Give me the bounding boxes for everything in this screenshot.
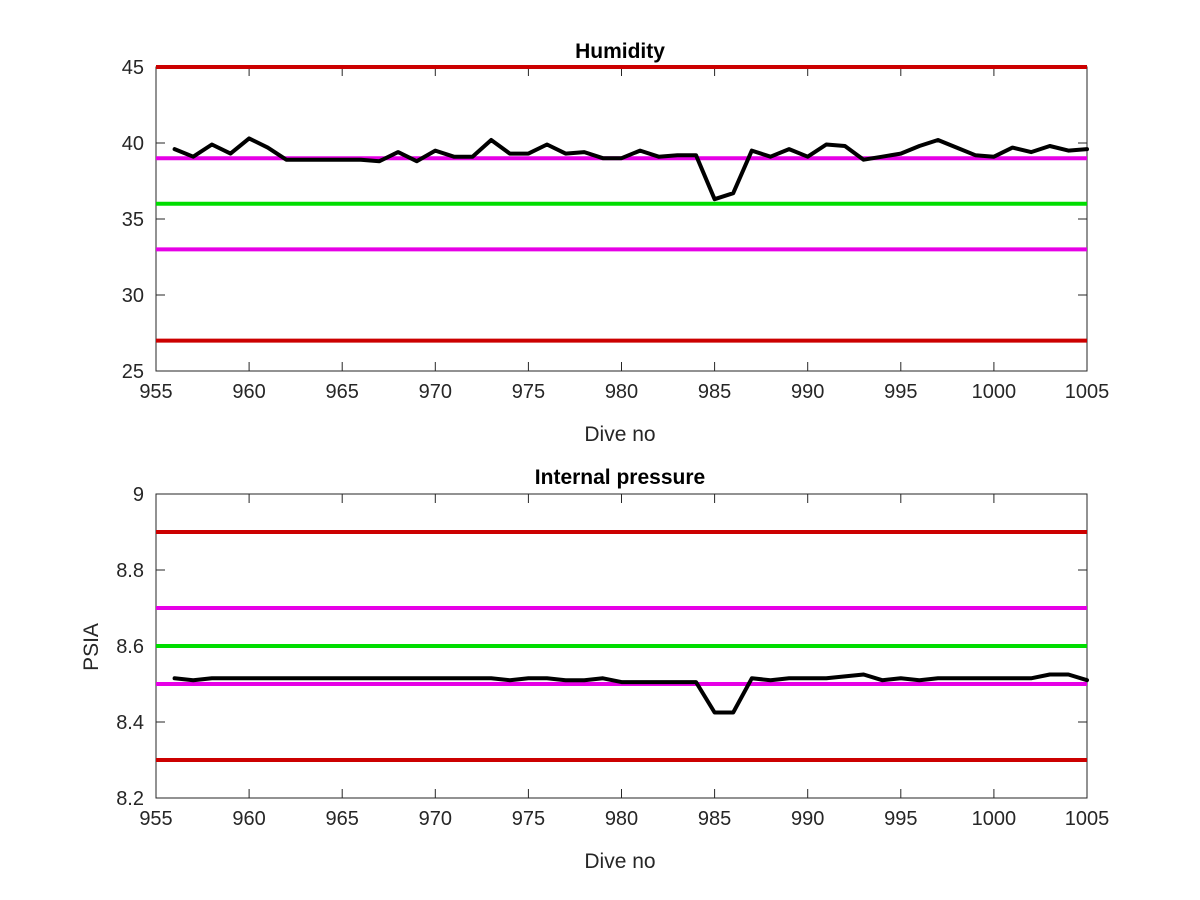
humidity-x-tick-label: 1005: [1065, 381, 1110, 403]
internal-pressure-x-axis-label: Dive no: [584, 850, 655, 873]
internal-pressure-x-tick-label: 955: [139, 808, 172, 830]
humidity-x-tick-label: 960: [232, 381, 265, 403]
humidity-plot: Humidity Dive no 955 960 965 970 975 980 985 99…: [122, 40, 1110, 446]
humidity-title: Humidity: [575, 40, 665, 63]
humidity-x-tick-label: 990: [791, 381, 824, 403]
internal-pressure-x-tick-label: 995: [884, 808, 917, 830]
humidity-y-tick-label: 45: [122, 57, 144, 79]
humidity-marks: 955 960 965 970 975 980 985 990 995 1000 1005 25 30 3…: [122, 57, 1110, 403]
humidity-y-tick-label: 40: [122, 133, 144, 155]
humidity-x-tick-label: 975: [512, 381, 545, 403]
internal-pressure-x-tick-label: 980: [605, 808, 638, 830]
internal-pressure-title: Internal pressure: [535, 466, 705, 489]
humidity-x-tick-label: 970: [419, 381, 452, 403]
internal-pressure-y-tick-label: 8.4: [116, 712, 144, 734]
humidity-x-tick-label: 995: [884, 381, 917, 403]
internal-pressure-marks: 955 960 965 970 975 980 985 990 995 1000 1005 8.2 8.…: [116, 484, 1109, 830]
humidity-x-tick-label: 1000: [972, 381, 1017, 403]
internal-pressure-x-tick-label: 965: [326, 808, 359, 830]
internal-pressure-series-line: [172, 672, 1089, 715]
humidity-y-tick-label: 30: [122, 285, 144, 307]
internal-pressure-y-tick-label: 8.8: [116, 560, 144, 582]
internal-pressure-y-tick-label: 8.2: [116, 788, 144, 810]
internal-pressure-y-tick-label: 8.6: [116, 636, 144, 658]
internal-pressure-x-tick-label: 975: [512, 808, 545, 830]
internal-pressure-x-tick-label: 970: [419, 808, 452, 830]
humidity-series-line: [172, 136, 1089, 202]
internal-pressure-x-tick-label: 990: [791, 808, 824, 830]
internal-pressure-y-tick-label: 9: [133, 484, 144, 506]
humidity-x-axis-label: Dive no: [584, 423, 655, 446]
humidity-y-tick-label: 25: [122, 361, 144, 383]
internal-pressure-x-tick-label: 1005: [1065, 808, 1110, 830]
internal-pressure-y-axis-label: PSIA: [80, 623, 103, 671]
humidity-y-tick-label: 35: [122, 209, 144, 231]
humidity-x-tick-label: 955: [139, 381, 172, 403]
humidity-x-tick-label: 980: [605, 381, 638, 403]
humidity-x-tick-label: 985: [698, 381, 731, 403]
internal-pressure-x-tick-label: 1000: [972, 808, 1017, 830]
internal-pressure-plot: Internal pressure Dive no PSIA 955 960 965…: [80, 466, 1109, 873]
humidity-x-tick-label: 965: [326, 381, 359, 403]
internal-pressure-x-tick-label: 960: [232, 808, 265, 830]
internal-pressure-x-tick-label: 985: [698, 808, 731, 830]
